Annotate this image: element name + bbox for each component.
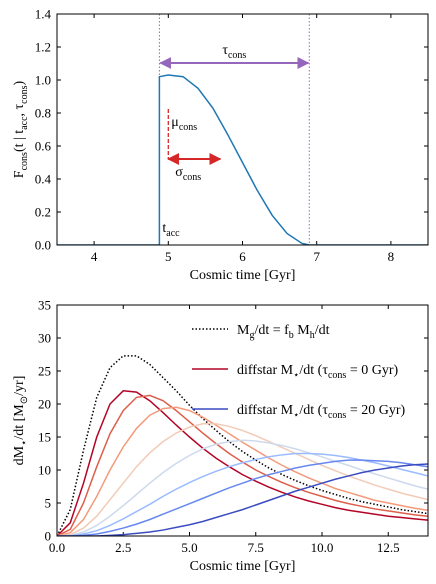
subscript: ⋆	[293, 410, 299, 421]
subscript: g	[249, 330, 254, 341]
x-tick-label: 5.0	[181, 540, 197, 555]
subscript: ⋆	[293, 370, 299, 381]
subscript: cons	[328, 370, 346, 381]
x-tick-label: 0.0	[49, 540, 65, 555]
subscript: b	[289, 330, 294, 341]
y-tick-label: 0.0	[35, 238, 51, 253]
subscript: cons	[19, 152, 30, 170]
y-tick-label: 35	[38, 298, 51, 313]
x-tick-label: 4	[91, 249, 98, 264]
text-part: /dt	[315, 323, 330, 338]
y-tick-label: 0.2	[35, 205, 51, 220]
y-axis-label: Fcons(t | tacc, τcons)	[12, 80, 30, 178]
text-part: (t | t	[12, 130, 27, 152]
y-tick-label: 30	[38, 331, 51, 346]
subscript: h	[310, 330, 315, 341]
series-line	[57, 390, 428, 536]
legend-label: diffstar M⋆/dt (τcons = 0 Gyr)	[237, 363, 398, 381]
sigma-label: σcons	[175, 165, 201, 183]
y-tick-label: 0	[45, 529, 52, 544]
text-part: M	[237, 323, 250, 338]
text-part: /dt (τ	[299, 403, 328, 418]
y-tick-label: 1.2	[35, 40, 51, 55]
mu-label: μcons	[171, 115, 197, 133]
subscript: ⋆	[19, 440, 30, 446]
series-line	[57, 459, 428, 536]
series-line	[57, 355, 428, 536]
tau-label: τcons	[222, 43, 246, 61]
x-tick-label: 12.5	[377, 540, 400, 555]
text-part: τ	[222, 43, 228, 58]
text-part: μ	[171, 115, 179, 130]
x-tick-label: 8	[388, 249, 395, 264]
y-tick-label: 20	[38, 397, 51, 412]
y-tick-label: 10	[38, 463, 51, 478]
text-part: , τ	[12, 103, 27, 116]
x-axis-label: Cosmic time [Gyr]	[190, 268, 296, 283]
axes-frame	[56, 13, 429, 246]
text-part: /dt (τ	[299, 363, 328, 378]
subscript: cons	[183, 172, 201, 183]
y-tick-label: 0.8	[35, 106, 51, 121]
text-part: F	[12, 170, 27, 178]
x-tick-label: 7	[313, 249, 320, 264]
text-part: dM	[12, 445, 27, 465]
y-tick-label: 1.4	[35, 7, 52, 22]
text-part: = 20 Gyr)	[346, 403, 405, 418]
subscript: acc	[19, 116, 30, 130]
text-part: diffstar M	[237, 363, 294, 378]
text-part: /yr]	[12, 376, 27, 396]
series-line	[57, 439, 428, 536]
series-line	[57, 406, 428, 536]
t-acc-label: tacc	[162, 221, 180, 239]
y-tick-label: 25	[38, 364, 51, 379]
text-part: M	[294, 323, 311, 338]
subscript: cons	[328, 410, 346, 421]
y-tick-label: 1.0	[35, 73, 51, 88]
y-tick-label: 0.6	[35, 139, 52, 154]
text-part: σ	[175, 165, 183, 180]
x-tick-label: 5	[165, 249, 172, 264]
subscript: cons	[179, 122, 197, 133]
x-axis-label: Cosmic time [Gyr]	[190, 559, 296, 574]
x-tick-label: 7.5	[248, 540, 264, 555]
y-axis-label: dM⋆/dt [M⊙/yr]	[12, 376, 30, 466]
legend-label: diffstar M⋆/dt (τcons = 20 Gyr)	[237, 403, 405, 421]
text-part: /dt [M	[12, 404, 27, 440]
series-line	[57, 423, 428, 536]
series-line	[57, 463, 428, 536]
x-tick-label: 6	[239, 249, 246, 264]
subscript: cons	[228, 50, 246, 61]
x-tick-label: 10.0	[311, 540, 334, 555]
y-tick-label: 5	[45, 496, 52, 511]
subscript: acc	[166, 228, 180, 239]
text-part: /dt = f	[254, 323, 289, 338]
text-part: diffstar M	[237, 403, 294, 418]
x-tick-label: 2.5	[115, 540, 131, 555]
text-part: = 0 Gyr)	[346, 363, 398, 378]
text-part: )	[12, 80, 27, 85]
legend-label: Mg/dt = fb Mh/dt	[237, 323, 330, 341]
subscript: cons	[19, 85, 30, 103]
axes-frame	[56, 304, 429, 537]
series-line	[57, 74, 428, 245]
subscript: ⊙	[19, 396, 30, 404]
text-part: t	[162, 221, 166, 236]
y-tick-label: 15	[38, 430, 51, 445]
y-tick-label: 0.4	[35, 172, 52, 187]
